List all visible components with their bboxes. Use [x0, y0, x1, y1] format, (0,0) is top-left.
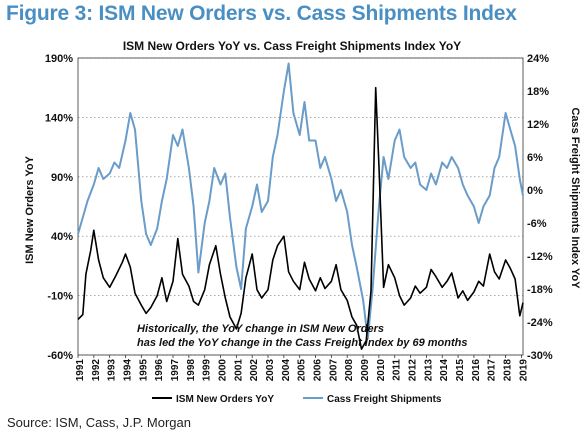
x-tick-label: 2006 [313, 359, 324, 382]
right-tick-label: -6% [527, 218, 547, 230]
x-tick-label: 2004 [281, 359, 292, 382]
x-tick-label: 2012 [408, 359, 419, 382]
x-tick-label: 2008 [344, 359, 355, 382]
left-tick-label: -60% [47, 350, 73, 362]
x-tick-label: 2015 [455, 359, 466, 382]
x-tick-label: 1994 [123, 359, 134, 382]
legend-ism-label: ISM New Orders YoY [176, 394, 274, 405]
x-tick-label: 2010 [376, 359, 387, 382]
annotation-line-1: Historically, the YoY change in ISM New … [137, 323, 384, 335]
plot-frame [77, 57, 524, 356]
right-tick-label: 24% [527, 53, 549, 65]
legend: ISM New Orders YoY Cass Freight Shipments [152, 394, 442, 405]
ism-series-line [77, 86, 524, 350]
legend-cass-label: Cass Freight Shipments [327, 394, 442, 405]
x-tick-label: 2014 [439, 359, 450, 382]
left-tick-label: 190% [45, 53, 73, 65]
x-tick-label: 2016 [471, 359, 482, 382]
x-tick-label: 2007 [328, 359, 339, 382]
x-tick-label: 2009 [360, 359, 371, 382]
right-tick-label: -12% [527, 251, 553, 263]
right-tick-label: 12% [527, 119, 549, 131]
x-tick-label: 1999 [202, 359, 213, 382]
left-tick-label: 90% [51, 172, 73, 184]
x-tick-label: 2018 [503, 359, 514, 382]
x-tick-label: 1993 [107, 359, 118, 382]
right-axis-ticks: 24% 18% 12% 6% 0% -6% -12% -18% -24% -30% [527, 53, 553, 362]
x-tick-label: 1997 [170, 359, 181, 382]
x-tick-label: 2013 [423, 359, 434, 382]
right-tick-label: -18% [527, 284, 553, 296]
plot-border [77, 57, 524, 356]
right-tick-label: 0% [527, 185, 543, 197]
series-layer [77, 62, 524, 350]
left-axis-ticks: 190% 140% 90% 40% -10% -60% [45, 53, 73, 362]
x-tick-label: 2001 [233, 359, 244, 382]
y-axis-label-left: ISM New Orders YoY [24, 155, 36, 263]
x-tick-label: 2019 [518, 359, 529, 382]
right-tick-label: 6% [527, 152, 543, 164]
x-tick-label: 1991 [75, 359, 86, 382]
chart-title: ISM New Orders YoY vs. Cass Freight Ship… [123, 39, 461, 53]
left-tick-label: 40% [51, 231, 73, 243]
annotation-line-2: has led the YoY change in the Cass Freig… [137, 337, 468, 349]
right-tick-label: -30% [527, 350, 553, 362]
x-tick-label: 1998 [186, 359, 197, 382]
x-tick-label: 2003 [265, 359, 276, 382]
right-tick-label: 18% [527, 86, 549, 98]
x-tick-label: 1995 [138, 359, 149, 382]
x-tick-label: 2000 [218, 359, 229, 382]
x-tick-label: 1996 [154, 359, 165, 382]
x-tick-label: 2017 [487, 359, 498, 382]
left-tick-label: -10% [47, 291, 73, 303]
x-tick-label: 2002 [249, 359, 260, 382]
x-axis-ticks: 1991 1992 1993 1994 1995 1996 1997 1998 1999 2000… [75, 355, 529, 381]
left-tick-label: 140% [45, 112, 73, 124]
figure-title: Figure 3: ISM New Orders vs. Cass Shipme… [6, 2, 517, 25]
cass-series-line [77, 62, 524, 340]
x-tick-label: 2005 [297, 359, 308, 382]
annotation: Historically, the YoY change in ISM New … [137, 323, 468, 349]
source-note: Source: ISM, Cass, J.P. Morgan [7, 415, 191, 430]
right-tick-label: -24% [527, 317, 553, 329]
y-axis-label-right: Cass Freight Shipments Index YoY [569, 107, 581, 289]
x-tick-label: 1992 [91, 359, 102, 382]
x-tick-label: 2011 [392, 359, 403, 381]
